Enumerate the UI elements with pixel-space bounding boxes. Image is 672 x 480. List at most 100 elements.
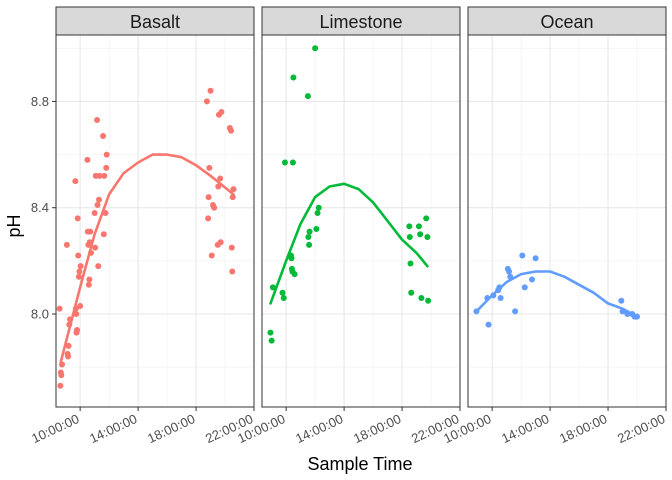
x-tick-label: 18:00:00 xyxy=(351,411,403,446)
data-point xyxy=(228,127,235,134)
data-point xyxy=(618,297,625,304)
data-point xyxy=(280,295,287,302)
data-point xyxy=(512,308,519,315)
x-tick-label: 14:00:00 xyxy=(499,411,551,446)
data-point xyxy=(74,215,81,222)
data-point xyxy=(229,194,236,201)
data-point xyxy=(95,263,102,270)
data-point xyxy=(228,244,235,251)
data-point xyxy=(497,295,504,302)
data-point xyxy=(203,98,210,105)
data-point xyxy=(304,93,311,100)
panel-background xyxy=(56,35,254,407)
data-point xyxy=(217,239,224,246)
data-point xyxy=(205,194,212,201)
smooth-line-limestone xyxy=(269,182,429,305)
data-point xyxy=(305,233,312,240)
panel-border xyxy=(55,34,255,408)
data-point xyxy=(424,233,431,240)
data-point xyxy=(312,45,319,52)
data-point xyxy=(77,263,84,270)
data-point xyxy=(306,228,313,235)
data-point xyxy=(230,186,237,193)
data-point xyxy=(56,305,63,312)
data-point xyxy=(415,223,422,230)
data-point xyxy=(519,252,526,259)
data-point xyxy=(315,204,322,211)
data-point xyxy=(65,353,72,360)
data-point xyxy=(72,178,79,185)
data-point xyxy=(100,231,107,238)
data-point xyxy=(91,210,98,217)
data-point xyxy=(96,172,103,179)
facet-strip-basalt xyxy=(55,6,255,36)
data-point xyxy=(267,329,274,336)
x-tick-label: 18:00:00 xyxy=(145,411,197,446)
y-tick-label: 8.0 xyxy=(31,307,49,322)
data-point xyxy=(84,156,91,163)
data-point xyxy=(281,159,288,166)
data-point xyxy=(208,252,215,259)
panel-background xyxy=(468,35,666,407)
data-point xyxy=(87,228,94,235)
facet-strip-ocean xyxy=(467,6,667,36)
facet-strip-label-ocean: Ocean xyxy=(540,12,593,32)
facet-strip-limestone xyxy=(261,6,461,36)
data-point xyxy=(207,87,214,94)
data-point xyxy=(95,196,102,203)
facet-strip-label-basalt: Basalt xyxy=(130,12,180,32)
y-tick-label: 8.8 xyxy=(31,94,49,109)
data-point xyxy=(94,202,101,209)
data-point xyxy=(205,215,212,222)
data-point xyxy=(268,337,275,344)
data-point xyxy=(57,382,64,389)
data-point xyxy=(423,215,430,222)
data-point xyxy=(211,204,218,211)
panel-border xyxy=(467,34,667,408)
data-point xyxy=(76,268,83,275)
data-point xyxy=(521,284,528,291)
data-point xyxy=(407,260,414,267)
x-tick-label: 10:00:00 xyxy=(29,411,81,446)
data-point xyxy=(63,241,70,248)
y-axis-title: pH xyxy=(4,214,24,237)
data-point xyxy=(92,244,99,251)
x-tick-label: 14:00:00 xyxy=(293,411,345,446)
data-point xyxy=(417,231,424,238)
data-point xyxy=(418,295,425,302)
data-point xyxy=(218,109,225,116)
data-point xyxy=(528,276,535,283)
data-point xyxy=(75,252,82,259)
x-tick-label: 14:00:00 xyxy=(87,411,139,446)
data-point xyxy=(289,159,296,166)
data-point xyxy=(406,223,413,230)
data-point xyxy=(103,164,110,171)
x-axis-title: Sample Time xyxy=(307,454,412,474)
data-point xyxy=(58,372,65,379)
data-point xyxy=(269,284,276,291)
smooth-line-basalt xyxy=(59,153,235,364)
data-point xyxy=(100,132,107,139)
data-point xyxy=(77,303,84,310)
facet-strip-label-limestone: Limestone xyxy=(319,12,402,32)
data-point xyxy=(485,321,492,328)
data-point xyxy=(229,268,236,275)
data-point xyxy=(306,241,313,248)
data-point xyxy=(425,297,432,304)
data-point xyxy=(279,289,286,296)
data-point xyxy=(65,342,72,349)
data-point xyxy=(290,74,297,81)
data-point xyxy=(75,273,82,280)
data-point xyxy=(406,233,413,240)
data-point xyxy=(217,175,224,182)
data-point xyxy=(506,268,513,275)
data-point xyxy=(103,151,110,158)
x-tick-label: 22:00:00 xyxy=(615,411,667,446)
data-point xyxy=(408,289,415,296)
data-point xyxy=(314,210,321,217)
panel-border xyxy=(261,34,461,408)
panel-background xyxy=(262,35,460,407)
data-point xyxy=(94,117,101,124)
